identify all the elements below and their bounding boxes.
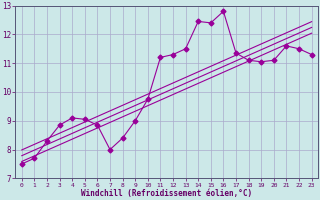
X-axis label: Windchill (Refroidissement éolien,°C): Windchill (Refroidissement éolien,°C) <box>81 189 252 198</box>
